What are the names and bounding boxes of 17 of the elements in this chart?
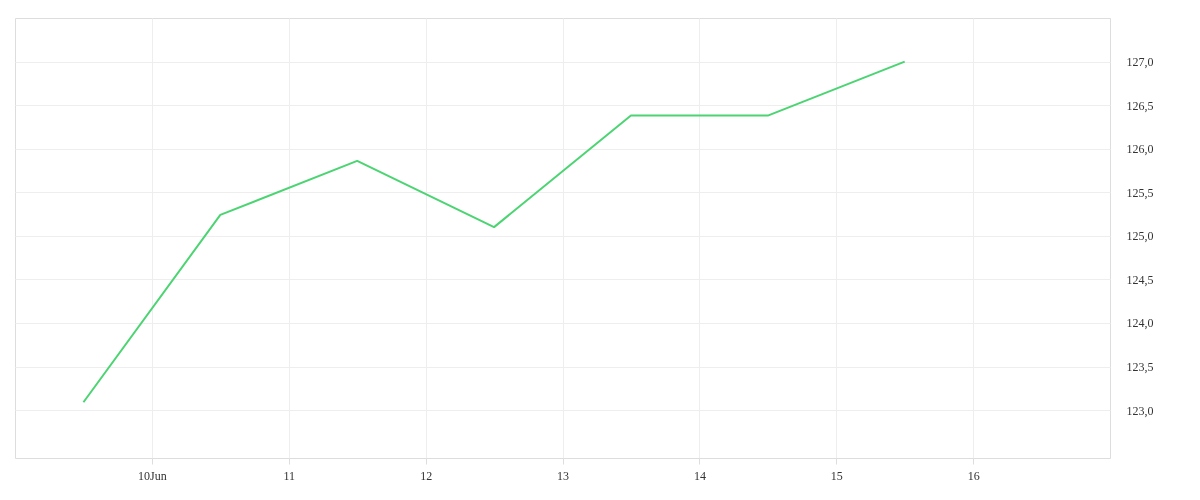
x-tick-label: 15	[830, 468, 843, 483]
y-tick-label: 127,0	[1126, 55, 1154, 70]
line-series	[82, 60, 906, 404]
x-tick-label: 10Jun	[138, 468, 167, 483]
x-tick-label: 11	[283, 468, 296, 483]
x-tick-label: 13	[557, 468, 569, 483]
y-tick-label: 126,5	[1126, 98, 1154, 113]
x-tick-label: 16	[967, 468, 980, 483]
y-tick-label: 123,5	[1126, 360, 1154, 375]
x-tick-label: 12	[420, 468, 433, 483]
y-tick-label: 126,0	[1126, 142, 1154, 157]
y-tick-label: 124,0	[1126, 316, 1154, 331]
y-tick-label: 125,5	[1126, 185, 1154, 200]
y-tick-label: 123,0	[1126, 403, 1154, 418]
x-tick-label: 14	[693, 468, 706, 483]
y-tick-label: 124,5	[1126, 272, 1154, 287]
y-tick-label: 125,0	[1126, 229, 1154, 244]
